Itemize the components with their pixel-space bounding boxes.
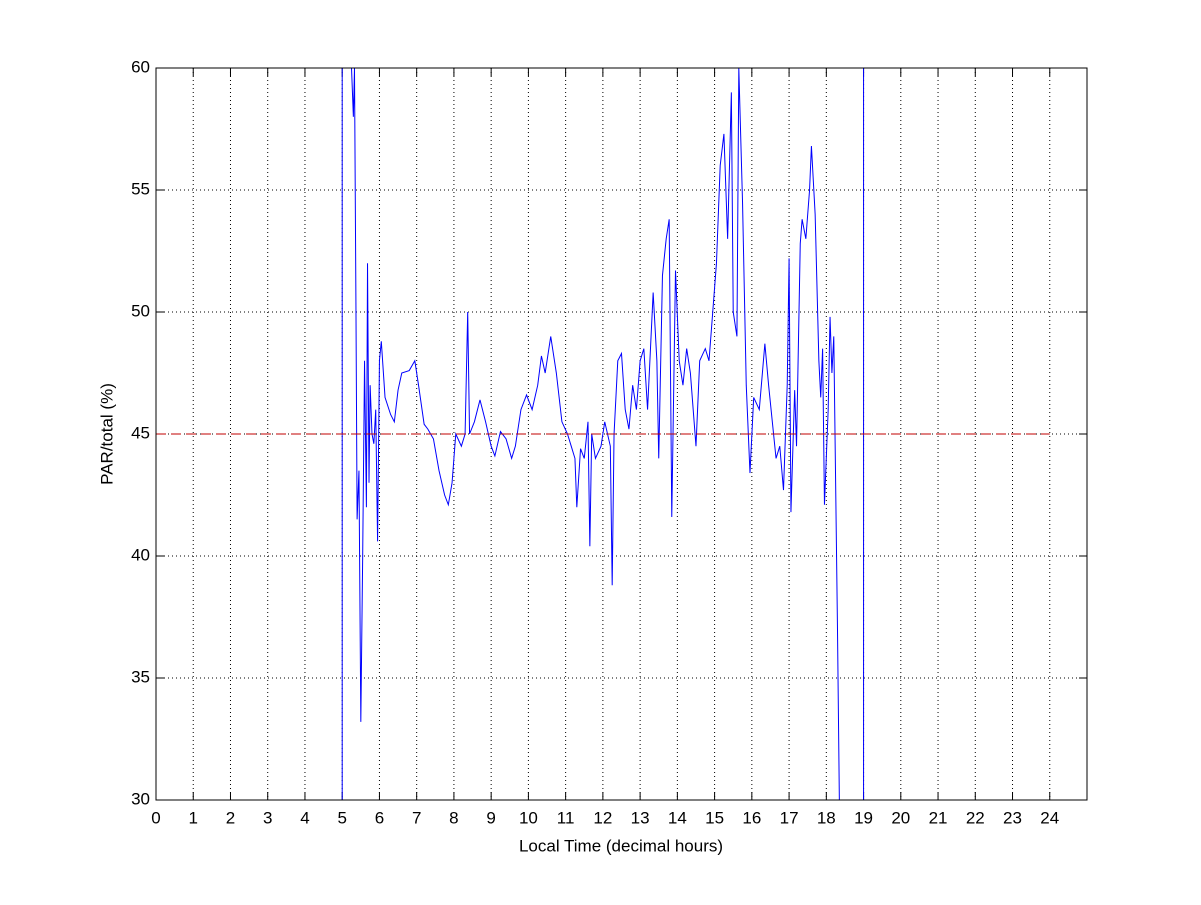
x-tick-label: 1 xyxy=(189,808,198,827)
y-tick-label: 60 xyxy=(131,57,150,76)
x-axis-label: Local Time (decimal hours) xyxy=(519,836,723,855)
x-tick-label: 18 xyxy=(817,808,836,827)
x-tick-label: 21 xyxy=(929,808,948,827)
y-tick-label: 50 xyxy=(131,301,150,320)
x-tick-label: 9 xyxy=(486,808,495,827)
x-tick-label: 16 xyxy=(742,808,761,827)
x-tick-label: 4 xyxy=(300,808,309,827)
x-tick-label: 24 xyxy=(1040,808,1059,827)
x-tick-label: 20 xyxy=(891,808,910,827)
x-tick-label: 6 xyxy=(375,808,384,827)
y-tick-label: 40 xyxy=(131,545,150,564)
x-tick-label: 0 xyxy=(151,808,160,827)
x-tick-label: 11 xyxy=(557,808,575,827)
x-tick-label: 14 xyxy=(668,808,687,827)
y-axis-label: PAR/total (%) xyxy=(97,383,116,485)
x-tick-label: 17 xyxy=(780,808,799,827)
x-tick-label: 3 xyxy=(263,808,272,827)
x-tick-label: 23 xyxy=(1003,808,1022,827)
y-tick-label: 45 xyxy=(131,423,150,442)
y-tick-label: 55 xyxy=(131,179,150,198)
x-tick-label: 8 xyxy=(449,808,458,827)
x-tick-label: 13 xyxy=(631,808,650,827)
x-tick-label: 19 xyxy=(854,808,873,827)
x-tick-label: 15 xyxy=(705,808,724,827)
plot-area xyxy=(156,68,1050,800)
x-tick-label: 12 xyxy=(593,808,612,827)
y-tick-label: 35 xyxy=(131,667,150,686)
x-tick-label: 22 xyxy=(966,808,985,827)
axes-box xyxy=(155,67,1088,801)
x-tick-label: 7 xyxy=(412,808,421,827)
x-tick-label: 10 xyxy=(519,808,538,827)
y-tick-label: 30 xyxy=(131,789,150,808)
x-tick-label: 2 xyxy=(226,808,235,827)
x-tick-label: 5 xyxy=(337,808,346,827)
